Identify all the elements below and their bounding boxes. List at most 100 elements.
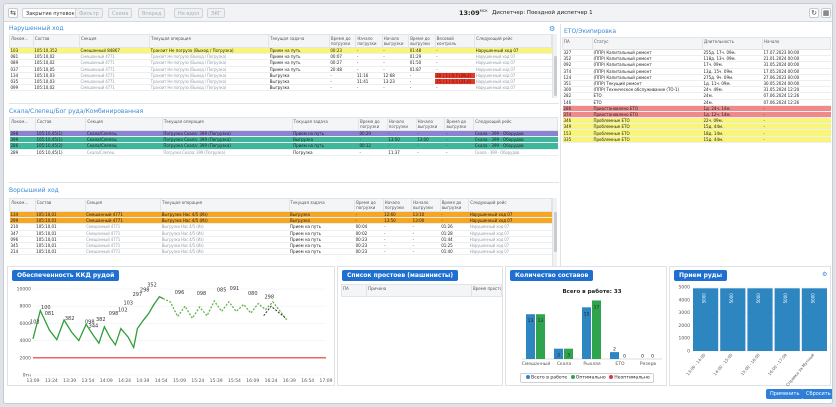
table-row[interactable]: 096 105:10,01 Смешанный 4771 Выгрузка Нас 4…	[9, 236, 552, 243]
reset-button[interactable]: Сбросить	[802, 389, 832, 399]
table-row[interactable]: 081 105:10,02 Смешанный 4771 Транзит Не пог…	[9, 53, 552, 61]
column-header[interactable]: Начало погрузки	[386, 117, 417, 131]
vorsh-scrollbar[interactable]	[552, 198, 557, 266]
column-header[interactable]: Длительность	[702, 37, 763, 50]
priem-settings-icon[interactable]: ⚙	[822, 271, 828, 278]
toolbar-button-1[interactable]: Фильтр	[75, 8, 103, 18]
table-row[interactable]: 134 105:10,03 Смешанный 4771 Транзит Не пог…	[9, 72, 552, 79]
apply-button[interactable]: Применить	[766, 389, 804, 399]
table-row[interactable]: 335 Проблемные ЕТО 15д. 44м. -	[562, 136, 831, 143]
column-header[interactable]: Состав	[34, 117, 87, 131]
column-header[interactable]: Следующий рейс	[468, 198, 552, 212]
column-header[interactable]: Секция	[79, 34, 151, 48]
table-row[interactable]: 399 105:10,45(1) Скала/Слепец Погрузка Скал…	[9, 136, 558, 144]
table-cell: 103	[9, 47, 34, 55]
column-header[interactable]: Следующий рейс	[473, 117, 558, 131]
column-header[interactable]: Текущая задача	[291, 117, 359, 131]
table-cell: -	[435, 84, 475, 92]
column-header[interactable]: Локом...	[9, 117, 36, 131]
column-header[interactable]: Текущая операция	[161, 117, 293, 131]
column-header[interactable]: Время до выгрузки	[408, 34, 436, 48]
column-header[interactable]: Весовой контроль	[434, 34, 476, 48]
column-header[interactable]: Начало выгрузки	[411, 198, 441, 212]
toolbar-button-4[interactable]: Не вдол	[174, 8, 204, 18]
column-header[interactable]: Состав	[34, 198, 86, 212]
column-header[interactable]: Начало выгрузки	[415, 117, 446, 131]
refresh-icon[interactable]: ↻	[809, 8, 819, 18]
table-cell: Прием на путь	[289, 236, 355, 243]
column-header[interactable]: Начало погрузки	[382, 198, 413, 212]
column-header[interactable]: Локом...	[9, 198, 36, 212]
table-cell: 134	[9, 72, 34, 79]
column-header[interactable]: Секция	[84, 198, 162, 212]
column-header[interactable]: Секция	[85, 117, 163, 131]
column-header[interactable]: Время до погрузки	[354, 198, 384, 212]
table-row[interactable]: 092 (ППР) Капитальный ремонт 17ч. 09м. 31.0…	[562, 61, 831, 69]
column-header[interactable]: Начало	[762, 37, 831, 50]
legend-total[interactable]: Всего в работе	[531, 375, 568, 381]
column-header[interactable]: Время до погрузки	[328, 34, 357, 48]
column-header[interactable]: Текущая операция	[160, 198, 290, 212]
table-row[interactable]: 300 (ППР) Техническое обслуживание (ТО-1)…	[562, 86, 831, 94]
apps-grid-icon[interactable]: ▦	[821, 8, 831, 18]
table-cell: -	[329, 84, 356, 92]
table-row[interactable]: 146 ЕТО 24м. 07.06.2024 12:26	[562, 99, 831, 106]
column-header[interactable]: Состав	[32, 34, 81, 48]
table-row[interactable]: 347 105:10,01 Смешанный 4771 Выгрузка Нас 4…	[9, 230, 552, 237]
table-row[interactable]: 099 105:10,02 Смешанный 4771 Транзит Не пог…	[9, 84, 552, 92]
north-scrollbar[interactable]	[552, 34, 557, 98]
settings-gear-icon[interactable]: ⚙	[549, 25, 556, 33]
table-row[interactable]: 214 105:10,01 Смешанный 4771 Выгрузка Нас 4…	[9, 248, 552, 256]
y-tick-label: 2000	[679, 323, 691, 329]
table-row[interactable]: 374 Приостановлено ЕТО 1д. 12ч. 14м. -	[562, 111, 831, 119]
column-header[interactable]: ПА	[562, 37, 593, 50]
table-row[interactable]: 352 (ППР) Капитальный ремонт 118д. 13ч. 09…	[562, 55, 831, 63]
table-cell: 20 | 1 | 0,7 (28,2)	[435, 72, 475, 79]
table-cell: -	[355, 84, 383, 92]
table-row[interactable]: 153 Проблемные ЕТО 18д. 14м. -	[562, 129, 831, 137]
close-all-button[interactable]: Закрытие путевок	[22, 8, 79, 18]
column-header[interactable]: Время до выгрузки	[444, 117, 475, 131]
menu-toggle-icon[interactable]: ⇆	[8, 8, 18, 18]
table-row[interactable]: 351 (ППР) Текущий ремонт 1д. 11ч. 09м. 30.0…	[562, 80, 831, 88]
vertical-divider	[560, 24, 561, 266]
table-row[interactable]: 037 105:10,05 Смешанный 4771 Транзит Не пог…	[9, 66, 552, 73]
column-header[interactable]: Текущая операция	[149, 34, 270, 48]
table-row[interactable]: 089 105:10,02 Смешанный 4771 Транзит Не пог…	[9, 59, 552, 67]
table-row[interactable]: 299 105:10,01 Смешанный 4771 Выгрузка Нас 4…	[9, 217, 552, 225]
table-row[interactable]: 103 105:10,352 Смешанный 84867 Транзит Не п…	[9, 47, 552, 55]
toolbar-button-5[interactable]: ЭКГ	[207, 8, 226, 18]
table-row[interactable]: 398 105:10,45(1) Скала/Слепец Погрузка Скал…	[9, 130, 558, 138]
column-header[interactable]: Локом...	[9, 34, 34, 48]
column-header[interactable]: Статус	[592, 37, 703, 50]
table-row[interactable]: 134 105:10,01 Смешанный 4771 Выгрузка Нас 4…	[9, 211, 552, 219]
column-header[interactable]: Начало выгрузки	[381, 34, 410, 48]
column-header[interactable]: Начало погрузки	[355, 34, 383, 48]
column-header[interactable]: Следующий рейс	[474, 34, 552, 48]
table-row[interactable]: 289 105:10,45(1) Скала/Слепец Погрузка Скал…	[9, 149, 558, 156]
table-row[interactable]: 286 105:10,45(2) Скала/Слепец Погрузка Скал…	[9, 142, 558, 150]
table-row[interactable]: 035 105:10,03 Смешанный 4771 Транзит Не пог…	[9, 78, 552, 86]
table-cell: Транзит Не погрузо (Выход / Погрузка)	[149, 66, 269, 73]
north-horizontal-scrollbar[interactable]	[9, 101, 559, 104]
table-row[interactable]: 210 105:10,01 Смешанный 4771 Выгрузка Нас 4…	[9, 223, 552, 231]
toolbar-button-3[interactable]: Вперед	[138, 8, 166, 18]
toolbar-button-2[interactable]: Схема	[108, 8, 133, 18]
legend-optimal[interactable]: Оптимально	[575, 375, 606, 381]
table-cell: 15д. 44м.	[702, 123, 763, 131]
table-row[interactable]: 374 (ППР) Капитальный ремонт 13д. 15ч. 09м…	[562, 68, 831, 75]
table-cell: Нарушенный ход 07	[474, 78, 552, 86]
data-label: 080	[248, 291, 258, 297]
table-row[interactable]: 327 (ППР) Капитальный ремонт 255д. 17ч. 09…	[562, 49, 831, 57]
column-header[interactable]: Время до выгрузки	[439, 198, 470, 212]
table-row[interactable]: 282 ЕТО 24м. 07.06.2024 12:26	[562, 92, 831, 100]
column-header[interactable]: Время до погрузки	[357, 117, 388, 131]
legend-nonoptimal[interactable]: Неоптимально	[614, 375, 650, 381]
table-row[interactable]: 286 Приостановлено ЕТО 1д. 24ч. 14м. -	[562, 105, 831, 112]
column-header[interactable]: Текущая задача	[288, 198, 356, 212]
table-row[interactable]: 346 Проблемные ЕТО 22ч. 09м. -	[562, 117, 831, 125]
table-row[interactable]: 349 Проблемные ЕТО 15д. 44м. -	[562, 123, 831, 131]
table-row[interactable]: 345 105:10,01 Смешанный 4771 Выгрузка Нас 4…	[9, 242, 552, 250]
column-header[interactable]: Текущая задача	[268, 34, 330, 48]
table-row[interactable]: 124 (ППР) Капитальный ремонт 275д. 9ч. 09м…	[562, 74, 831, 81]
